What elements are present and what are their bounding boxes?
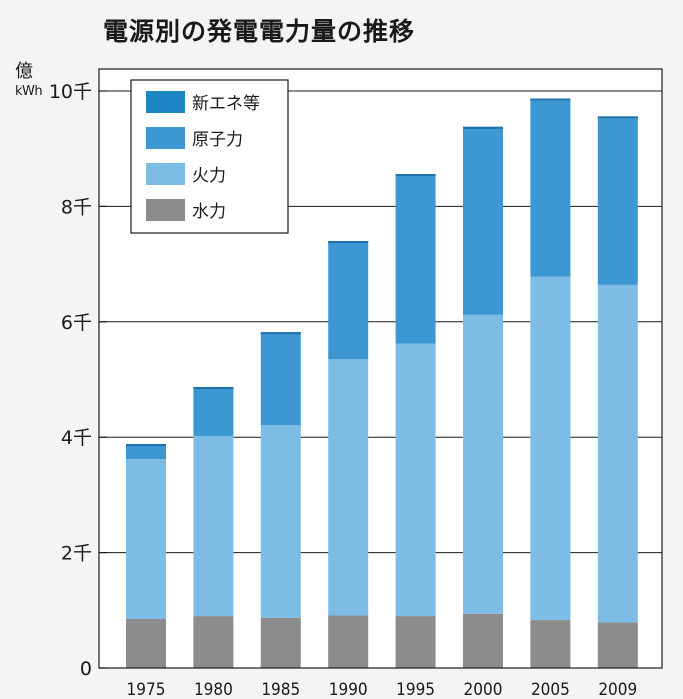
x-tick-label: 2009 bbox=[598, 680, 637, 699]
bar-top-edge bbox=[328, 241, 369, 244]
bar-top-edge bbox=[395, 174, 436, 177]
y-unit-label: 億 kWh bbox=[15, 61, 43, 102]
bar-segment bbox=[193, 388, 234, 437]
bar-segment bbox=[530, 620, 571, 668]
bar-segment bbox=[395, 343, 436, 617]
bar-segment bbox=[597, 118, 638, 285]
bar-segment bbox=[530, 276, 571, 621]
x-tick-label: 1995 bbox=[396, 680, 435, 699]
x-tick-label: 2005 bbox=[531, 680, 570, 699]
legend-label: 水力 bbox=[192, 202, 226, 222]
bar-segment bbox=[463, 314, 503, 614]
chart-title: 電源別の発電電力量の推移 bbox=[103, 17, 416, 46]
bar-segment bbox=[597, 622, 638, 668]
bar-segment bbox=[193, 436, 234, 617]
bar-top-edge bbox=[530, 98, 571, 101]
bar-segment bbox=[193, 616, 234, 668]
bar-segment bbox=[597, 284, 638, 623]
y-unit-line-1: 億 bbox=[15, 61, 33, 82]
legend-swatch bbox=[146, 163, 185, 185]
x-tick-label: 1985 bbox=[261, 680, 300, 699]
bar-segment bbox=[328, 359, 369, 616]
y-tick-label: 4千 bbox=[61, 427, 92, 449]
y-tick-label: 0 bbox=[80, 658, 92, 680]
legend-label: 新エネ等 bbox=[192, 94, 260, 114]
x-tick-label: 1975 bbox=[127, 680, 166, 699]
bar-segment bbox=[260, 617, 301, 668]
bar-segment bbox=[395, 616, 436, 668]
bar-segment bbox=[126, 459, 166, 619]
bar-top-edge bbox=[193, 387, 234, 390]
legend-swatch bbox=[146, 199, 185, 221]
y-axis-ticks: 0 2千 4千 6千 8千 10千 bbox=[49, 81, 107, 680]
x-tick-label: 1980 bbox=[194, 680, 233, 699]
x-tick-label: 1990 bbox=[329, 680, 368, 699]
bar-segment bbox=[260, 425, 301, 618]
legend-label: 火力 bbox=[192, 166, 226, 186]
bar-top-edge bbox=[597, 116, 638, 119]
legend-label: 原子力 bbox=[192, 130, 243, 150]
bar-segment bbox=[463, 129, 503, 315]
x-tick-label: 2000 bbox=[464, 680, 503, 699]
y-tick-label: 10千 bbox=[49, 81, 92, 103]
bar-segment bbox=[328, 242, 369, 360]
bar-segment bbox=[530, 100, 571, 277]
bar-top-edge bbox=[260, 332, 301, 335]
x-axis-ticks: 1975 1980 1985 1990 1995 2000 2005 2009 bbox=[127, 680, 638, 699]
bar-top-edge bbox=[463, 126, 503, 129]
bar-segment bbox=[463, 613, 503, 668]
bar-segment bbox=[126, 444, 166, 460]
legend-swatch bbox=[146, 127, 185, 149]
y-unit-line-2: kWh bbox=[15, 84, 43, 99]
bar-segment bbox=[126, 618, 166, 668]
bars bbox=[126, 98, 638, 668]
bar-segment bbox=[328, 615, 369, 668]
bar-top-edge bbox=[126, 444, 166, 447]
plot-area-frame bbox=[98, 68, 663, 669]
y-tick-label: 6千 bbox=[61, 312, 92, 334]
y-tick-label: 8千 bbox=[61, 196, 92, 218]
y-tick-label: 2千 bbox=[61, 543, 92, 565]
bar-segment bbox=[260, 333, 301, 426]
bar-segment bbox=[395, 175, 436, 344]
legend-swatch bbox=[146, 91, 185, 113]
